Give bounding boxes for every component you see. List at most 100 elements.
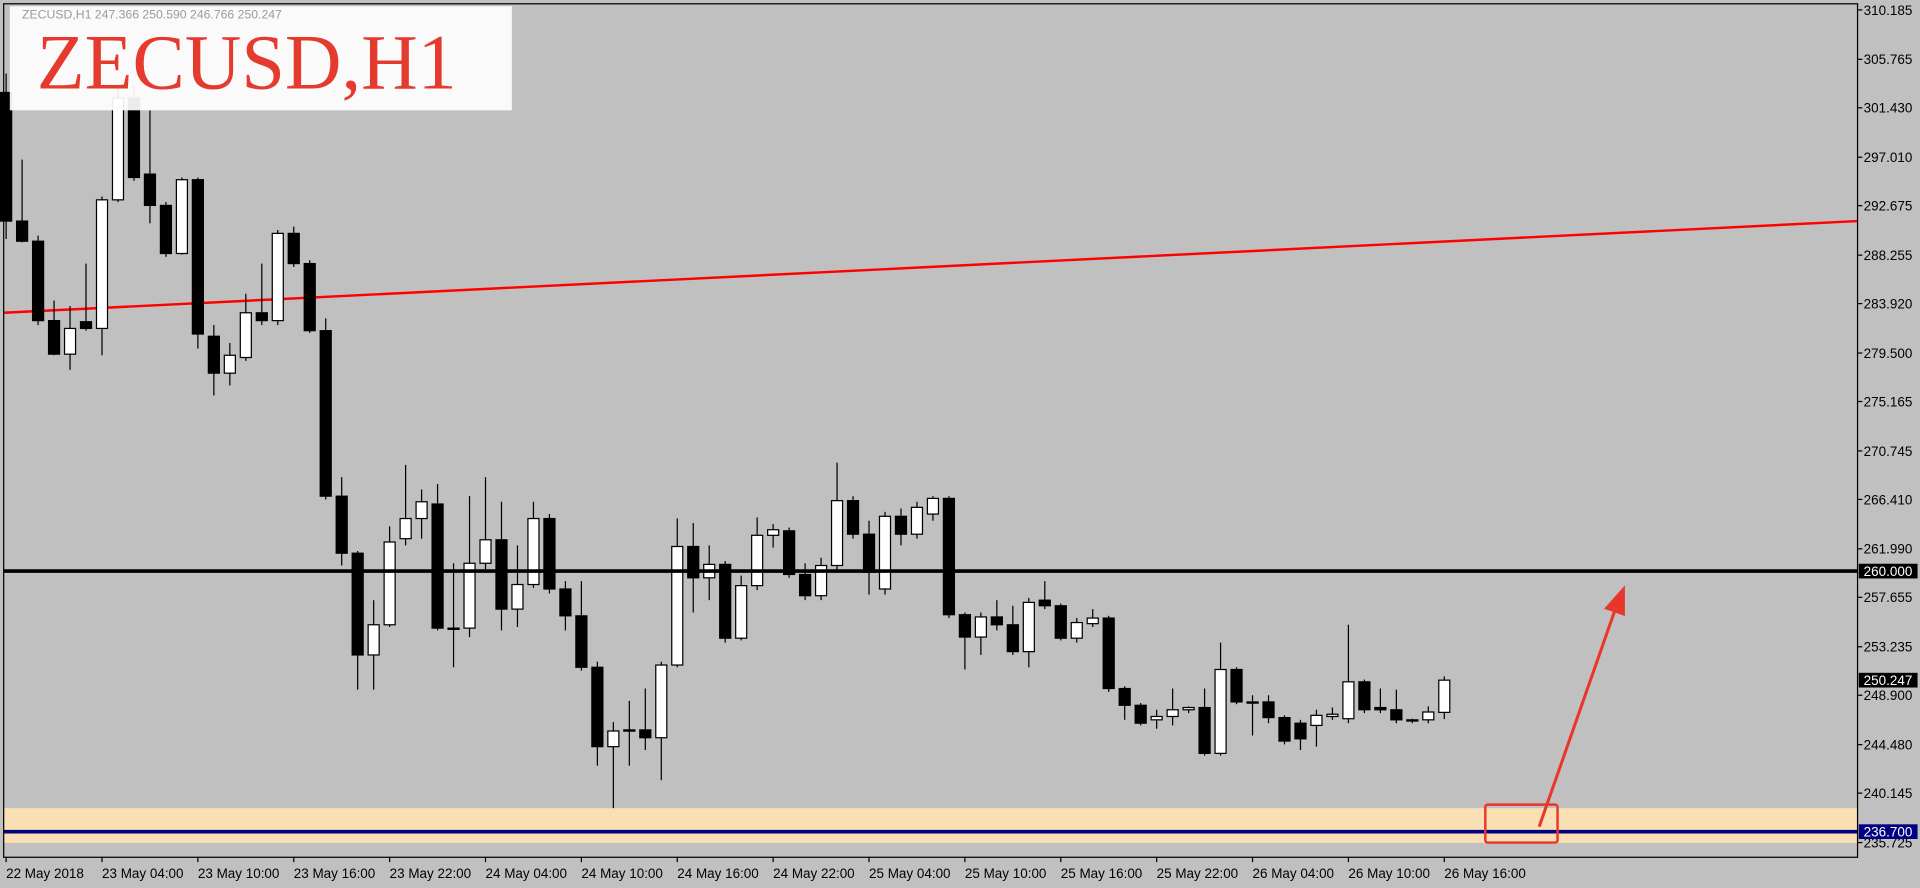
candle-body: [846, 500, 860, 535]
candle-body: [255, 312, 268, 322]
candle-body: [878, 515, 892, 590]
candle-body: [1070, 621, 1083, 639]
candle-body: [415, 501, 428, 520]
candle-body: [511, 583, 524, 610]
y-tick-label: 266.410: [1864, 492, 1913, 507]
x-tick-label: 23 May 10:00: [198, 866, 280, 881]
candle-body: [1118, 687, 1131, 706]
candle-body: [47, 319, 61, 355]
x-tick-label: 23 May 16:00: [294, 866, 376, 881]
candle-body: [910, 506, 924, 535]
support-zone: [3, 808, 1858, 843]
y-tick-label: 248.900: [1864, 688, 1913, 703]
candle-body: [223, 354, 236, 374]
candle-body: [399, 517, 412, 540]
candle-body: [351, 552, 364, 656]
y-tick-label: 305.765: [1864, 52, 1913, 67]
candle-body: [1038, 599, 1051, 607]
candle-body: [1214, 668, 1227, 754]
highlight-box: [1484, 803, 1559, 844]
candle-body: [1310, 714, 1323, 727]
x-tick-label: 24 May 16:00: [677, 866, 759, 881]
arrow-head: [1604, 585, 1625, 617]
candle-body: [894, 515, 908, 535]
y-tick-label: 261.990: [1864, 542, 1913, 557]
candle-body: [95, 199, 109, 330]
y-tick-label: 275.165: [1864, 394, 1913, 409]
candle-body: [335, 495, 348, 554]
candle-body: [559, 588, 572, 617]
candle-body: [367, 624, 380, 656]
candle-body: [15, 220, 29, 242]
candle-body: [591, 666, 604, 748]
candle-body: [463, 562, 476, 629]
chart-title: ZECUSD,H1: [37, 18, 457, 105]
candle-body: [798, 573, 812, 597]
price-level-tag: [1858, 824, 1918, 840]
candle-body: [495, 539, 508, 610]
x-tick-label: 25 May 04:00: [869, 866, 951, 881]
candle-body: [687, 545, 700, 579]
candle-body: [447, 627, 460, 630]
price-level-label: 260.000: [1864, 564, 1913, 579]
candle-body: [639, 729, 652, 739]
candle-body: [1342, 681, 1355, 720]
candle-body: [431, 503, 444, 629]
y-tick-label: 235.725: [1864, 835, 1913, 850]
title-box: [9, 6, 512, 111]
y-tick-label: 244.480: [1864, 738, 1913, 753]
current-price-tag: [1858, 672, 1918, 688]
y-tick-label: 310.185: [1864, 3, 1913, 18]
candle-body: [1278, 716, 1291, 742]
y-tick-label: 283.920: [1864, 297, 1913, 312]
candle-body: [1182, 706, 1195, 711]
plot-area: [0, 73, 1858, 843]
candle-body: [926, 497, 940, 515]
candle-body: [159, 204, 173, 255]
candle-body: [1230, 668, 1243, 703]
candle-body: [143, 173, 157, 207]
y-tick-label: 279.500: [1864, 346, 1913, 361]
y-tick-label: 257.655: [1864, 590, 1913, 605]
plot-border: [3, 3, 1859, 858]
candle-body: [1390, 709, 1403, 721]
candle-body: [191, 179, 205, 335]
x-tick-label: 26 May 16:00: [1444, 866, 1526, 881]
candle-body: [671, 545, 684, 666]
candle-body: [0, 91, 13, 222]
candle-body: [1022, 601, 1035, 653]
y-tick-label: 240.145: [1864, 786, 1913, 801]
x-tick-label: 25 May 22:00: [1157, 866, 1239, 881]
candle-body: [1166, 709, 1179, 718]
y-tick-label: 292.675: [1864, 199, 1913, 214]
x-tick-label: 25 May 10:00: [965, 866, 1047, 881]
candle-body: [942, 497, 956, 616]
candle-body: [479, 539, 492, 564]
symbol-info: ZECUSD,H1 247.366 250.590 246.766 250.24…: [22, 7, 282, 21]
x-tick-label: 25 May 16:00: [1061, 866, 1143, 881]
candle-body: [1198, 706, 1211, 754]
price-level-tag: [1858, 563, 1918, 579]
candle-body: [303, 262, 316, 332]
candle-body: [527, 517, 540, 586]
candle-body: [1102, 617, 1115, 690]
candle-body: [623, 729, 636, 732]
candle-body: [958, 614, 972, 638]
x-tick-label: 24 May 04:00: [486, 866, 568, 881]
candle-body: [735, 585, 748, 639]
candle-body: [1358, 681, 1371, 711]
candle-body: [1246, 701, 1259, 704]
candle-body: [1374, 706, 1387, 711]
candle-body: [974, 616, 987, 638]
current-price-label: 250.247: [1864, 673, 1913, 688]
y-tick-label: 301.430: [1864, 101, 1913, 116]
candle-body: [31, 240, 45, 322]
x-tick-label: 26 May 10:00: [1348, 866, 1430, 881]
candle-body: [814, 564, 828, 597]
candle-body: [287, 232, 300, 265]
candle-body: [719, 563, 732, 639]
candle-body: [1150, 715, 1163, 721]
x-tick-label: 24 May 10:00: [581, 866, 663, 881]
arrow-shaft: [1537, 605, 1618, 828]
